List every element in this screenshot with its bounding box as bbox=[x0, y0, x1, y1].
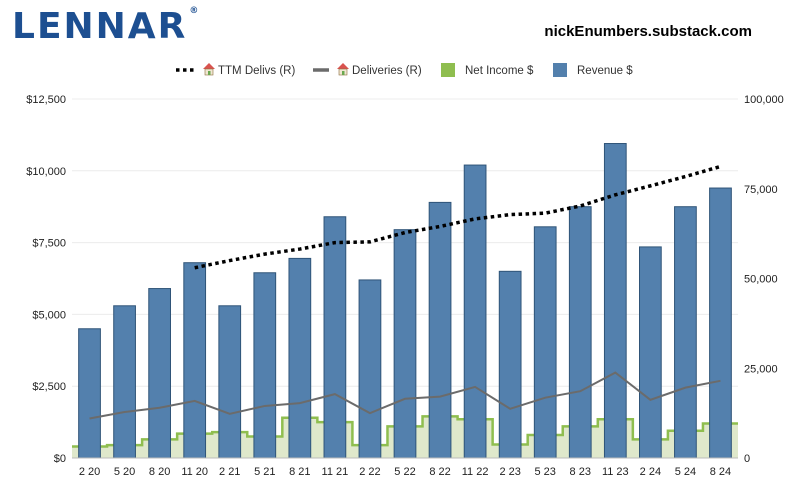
revenue-bar bbox=[674, 206, 697, 459]
house-icon bbox=[203, 63, 215, 76]
left-tick-label: $0 bbox=[54, 453, 66, 465]
x-tick-label: 8 24 bbox=[710, 466, 731, 478]
legend-revenue-label: Revenue $ bbox=[577, 65, 633, 77]
revenue-bar bbox=[498, 270, 522, 459]
x-tick-label: 5 23 bbox=[534, 466, 555, 478]
house-icon bbox=[337, 63, 349, 76]
registered-mark: ® bbox=[189, 6, 199, 16]
x-tick-label: 8 23 bbox=[570, 466, 591, 478]
left-tick-label: $7,500 bbox=[32, 238, 66, 250]
house-roof bbox=[337, 63, 349, 69]
revenue-bars bbox=[78, 143, 732, 459]
right-tick-label: 25,000 bbox=[744, 363, 778, 375]
right-tick-label: 100,000 bbox=[744, 94, 784, 106]
legend-revenue-swatch bbox=[553, 63, 567, 77]
revenue-bar bbox=[218, 305, 242, 459]
company-logo: LENNAR ® bbox=[12, 6, 198, 47]
legend-net-income-swatch bbox=[441, 63, 455, 77]
revenue-bar bbox=[148, 288, 171, 459]
revenue-bar bbox=[639, 246, 662, 459]
x-tick-label: 2 22 bbox=[359, 466, 380, 478]
x-tick-label: 5 21 bbox=[254, 466, 275, 478]
x-tick-label: 11 23 bbox=[602, 466, 629, 478]
right-tick-label: 0 bbox=[744, 453, 750, 465]
legend-deliveries-label: Deliveries (R) bbox=[352, 65, 422, 77]
x-tick-label: 2 24 bbox=[640, 466, 661, 478]
house-door bbox=[342, 71, 345, 75]
revenue-bar bbox=[603, 143, 627, 459]
x-tick-label: 5 24 bbox=[675, 466, 696, 478]
chart-legend: TTM Delivs (R) Deliveries (R) Net Income $… bbox=[176, 63, 633, 77]
revenue-bar bbox=[709, 187, 732, 459]
legend-ttm-label: TTM Delivs (R) bbox=[218, 65, 295, 77]
revenue-bar bbox=[113, 305, 136, 459]
right-tick-label: 50,000 bbox=[744, 274, 778, 286]
ttm-deliveries-line bbox=[194, 164, 721, 270]
deliveries-line bbox=[89, 371, 721, 420]
house-roof bbox=[203, 63, 215, 69]
revenue-bar bbox=[533, 226, 557, 459]
x-tick-label: 8 20 bbox=[149, 466, 170, 478]
revenue-bar bbox=[393, 229, 417, 459]
x-tick-label: 5 22 bbox=[394, 466, 415, 478]
right-axis: 0 25,000 50,000 75,000 100,000 bbox=[744, 94, 784, 465]
x-tick-label: 11 20 bbox=[181, 466, 208, 478]
revenue-bar bbox=[358, 279, 382, 459]
right-tick-label: 75,000 bbox=[744, 184, 778, 196]
left-axis: $0 $2,500 $5,000 $7,500 $10,000 $12,500 bbox=[26, 94, 66, 465]
x-tick-label: 2 23 bbox=[499, 466, 520, 478]
x-tick-label: 8 22 bbox=[429, 466, 450, 478]
x-tick-label: 2 21 bbox=[219, 466, 240, 478]
revenue-bar bbox=[463, 164, 487, 459]
house-door bbox=[208, 71, 211, 75]
logo-text: LENNAR bbox=[12, 6, 188, 47]
delivery-lines bbox=[89, 164, 721, 420]
revenue-bar bbox=[288, 257, 312, 459]
left-tick-label: $5,000 bbox=[32, 309, 66, 321]
x-tick-label: 11 22 bbox=[462, 466, 489, 478]
revenue-bar bbox=[568, 206, 592, 459]
revenue-bar bbox=[428, 201, 452, 459]
x-axis: 2 20 5 20 8 20 11 20 2 21 5 21 8 21 11 21 2 22 5 … bbox=[72, 457, 738, 478]
revenue-bar bbox=[183, 262, 207, 459]
legend-net-income-label: Net Income $ bbox=[465, 65, 534, 77]
revenue-bar bbox=[78, 328, 101, 459]
left-tick-label: $2,500 bbox=[32, 381, 66, 393]
x-tick-label: 5 20 bbox=[114, 466, 135, 478]
left-tick-label: $12,500 bbox=[26, 94, 66, 106]
revenue-bar bbox=[253, 272, 277, 459]
revenue-bar bbox=[323, 216, 347, 459]
x-tick-label: 8 21 bbox=[289, 466, 310, 478]
x-tick-label: 2 20 bbox=[79, 466, 100, 478]
x-tick-label: 11 21 bbox=[322, 466, 349, 478]
left-tick-label: $10,000 bbox=[26, 166, 66, 178]
source-label: nickEnumbers.substack.com bbox=[544, 23, 752, 40]
